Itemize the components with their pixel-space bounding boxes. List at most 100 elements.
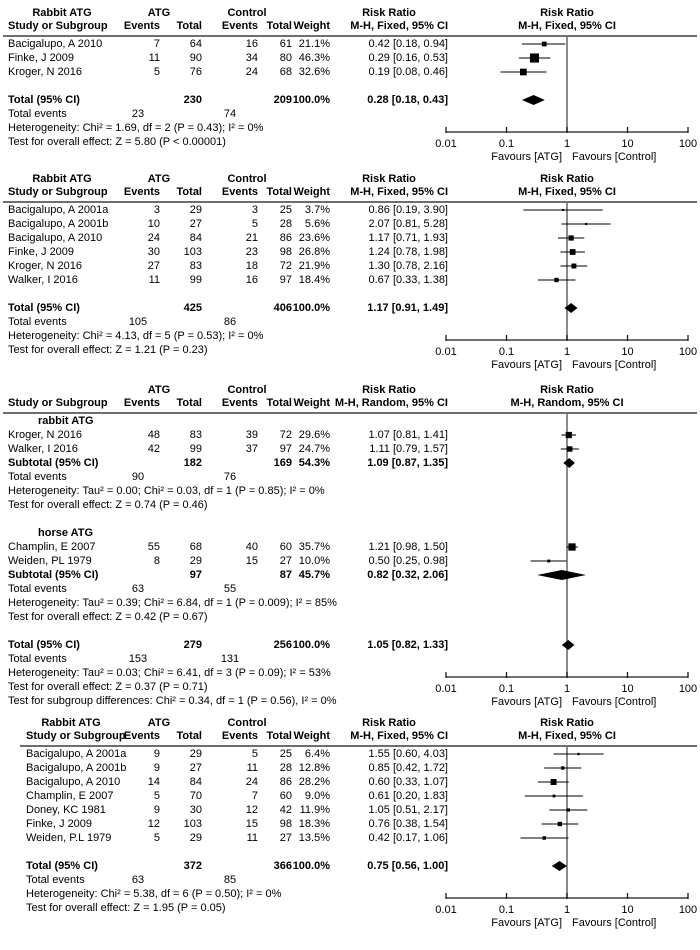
- control-events: 11: [246, 762, 258, 774]
- control-events: 15: [245, 818, 258, 830]
- table-row: Bacigalupo, A 2001a 3 29 3 25 3.7% 0.86 [0.19,…: [8, 203, 700, 217]
- atg-events: 11: [148, 52, 160, 64]
- atg-total: 29: [189, 555, 202, 567]
- weight-col-header: Weight: [293, 186, 330, 198]
- weight-value: 5.6%: [304, 218, 330, 230]
- spacer: [202, 301, 258, 315]
- risk-ratio-value: 0.85 [0.42, 1.72]: [368, 762, 448, 774]
- table-row: Total (95% CI) 230 209 100.0% 0.28 [0.18, 0.…: [8, 93, 700, 107]
- method-col-header: M-H, Fixed, 95% CI: [350, 730, 448, 742]
- study-name: Finke, J 2009: [26, 818, 93, 830]
- risk-ratio-value: 1.17 [0.71, 1.93]: [368, 232, 448, 244]
- effect-header: Risk Ratio: [362, 7, 416, 19]
- atg-total: 29: [189, 832, 202, 844]
- group2-header: Control: [227, 384, 267, 396]
- table-header-columns: Study or Subgroup Events Total Events Total W…: [26, 730, 700, 743]
- table-row: Test for overall effect: Z = 1.95 (P = 0…: [26, 901, 700, 915]
- control-total: 98: [279, 246, 292, 258]
- risk-ratio-summary: 1.17 [0.91, 1.49]: [367, 302, 448, 314]
- spacer: [202, 638, 258, 652]
- atg-total: 99: [189, 274, 202, 286]
- atg-total-sum: 97: [189, 569, 202, 581]
- risk-ratio-value: 2.07 [0.81, 5.28]: [368, 218, 448, 230]
- control-total-events: 55: [223, 583, 237, 595]
- weight-value: 13.5%: [298, 832, 330, 844]
- risk-ratio-value: 1.30 [0.78, 2.16]: [368, 260, 448, 272]
- study-name: Walker, I 2016: [8, 274, 78, 286]
- effect-header: Risk Ratio: [362, 173, 416, 185]
- control-total: 97: [279, 443, 292, 455]
- weight-col-header: Weight: [293, 397, 330, 409]
- total2-col-header: Total: [266, 730, 292, 742]
- table-header-columns: Study or Subgroup Events Total Events Total W…: [8, 186, 700, 199]
- stats-note: Heterogeneity: Tau² = 0.39; Chi² = 6.84,…: [8, 597, 337, 609]
- weight-sum: 100.0%: [292, 302, 330, 314]
- subgroup-label: rabbit ATG: [38, 415, 94, 427]
- table-row: Finke, J 2009 30 103 23 98 26.8% 1.24 [0.78, 1…: [8, 245, 700, 259]
- table-row: Weiden, P.L 1979 5 29 11 27 13.5% 0.42 [0.17, …: [26, 831, 700, 845]
- weight-sum: 100.0%: [292, 94, 330, 106]
- stats-note: Test for overall effect: Z = 1.21 (P = 0…: [8, 344, 208, 356]
- spacer: [116, 568, 160, 582]
- atg-events: 11: [148, 274, 160, 286]
- atg-total: 30: [189, 804, 202, 816]
- weight-sum: 100.0%: [292, 639, 330, 651]
- table-row: Test for overall effect: Z = 1.21 (P = 0…: [8, 343, 700, 357]
- atg-events: 5: [153, 832, 160, 844]
- risk-ratio-summary: 0.28 [0.18, 0.43]: [367, 94, 448, 106]
- control-events: 34: [245, 52, 258, 64]
- atg-total: 68: [189, 541, 202, 553]
- forest-panel-4: Rabbit ATG ATG Control Risk Ratio Study or S…: [0, 713, 700, 934]
- atg-total-sum: 230: [183, 94, 202, 106]
- atg-total: 83: [189, 429, 202, 441]
- table-row: Total events 63 85: [26, 873, 700, 887]
- study-name: Doney, KC 1981: [26, 804, 106, 816]
- total-events-label: Total events: [8, 316, 67, 328]
- atg-events: 7: [153, 38, 160, 50]
- table-row: Test for overall effect: Z = 0.37 (P = 0…: [8, 680, 700, 694]
- atg-total-sum: 182: [183, 457, 202, 469]
- control-total-sum: 366: [273, 860, 292, 872]
- favours-right-label: Favours [Control]: [572, 359, 656, 371]
- control-total: 28: [279, 762, 292, 774]
- events1-col-header: Events: [123, 397, 160, 409]
- total1-col-header: Total: [176, 20, 202, 32]
- stats-note: Heterogeneity: Chi² = 1.69, df = 2 (P = …: [8, 122, 264, 134]
- weight-value: 46.3%: [298, 52, 330, 64]
- control-total-events: 86: [223, 316, 237, 328]
- control-events: 7: [251, 790, 258, 802]
- atg-total-events: 105: [128, 316, 148, 328]
- atg-total: 76: [189, 66, 202, 78]
- control-events: 24: [245, 66, 258, 78]
- group2-header: Control: [227, 717, 267, 729]
- favours-left-label: Favours [ATG]: [491, 359, 562, 371]
- study-name: Finke, J 2009: [8, 52, 75, 64]
- method-col-header: M-H, Random, 95% CI: [334, 397, 448, 409]
- control-total: 27: [279, 555, 292, 567]
- study-col-header: Study or Subgroup: [8, 20, 108, 32]
- atg-events: 9: [153, 748, 160, 760]
- control-total: 97: [279, 274, 292, 286]
- table-header-groups: Rabbit ATG ATG Control Risk Ratio: [26, 717, 700, 730]
- total2-col-header: Total: [266, 397, 292, 409]
- total-events-label: Total events: [8, 653, 67, 665]
- spacer: [160, 873, 202, 887]
- control-total: 68: [279, 66, 292, 78]
- total-label: Total (95% CI): [8, 302, 80, 314]
- table-header-groups: ATG Control Risk Ratio: [8, 384, 700, 397]
- table-row: [8, 287, 700, 301]
- atg-events: 48: [147, 429, 160, 441]
- weight-sum: 45.7%: [298, 569, 330, 581]
- group2-header: Control: [227, 7, 267, 19]
- risk-ratio-value: 0.42 [0.18, 0.94]: [368, 38, 448, 50]
- study-name: Weiden, P.L 1979: [26, 832, 112, 844]
- plot-effect-header: Risk Ratio: [540, 7, 594, 19]
- table-row: Doney, KC 1981 9 30 12 42 11.9% 1.05 [0.51, 2.…: [26, 803, 700, 817]
- study-name: Bacigalupo, A 2010: [26, 776, 121, 788]
- risk-ratio-value: 0.86 [0.19, 3.90]: [368, 204, 448, 216]
- atg-total: 70: [189, 790, 202, 802]
- risk-ratio-value: 0.42 [0.17, 1.06]: [368, 832, 448, 844]
- control-total-events: 131: [220, 653, 240, 665]
- risk-ratio-summary: 1.05 [0.82, 1.33]: [367, 639, 448, 651]
- table-row: Bacigalupo, A 2010 24 84 21 86 23.6% 1.17 [0.7…: [8, 231, 700, 245]
